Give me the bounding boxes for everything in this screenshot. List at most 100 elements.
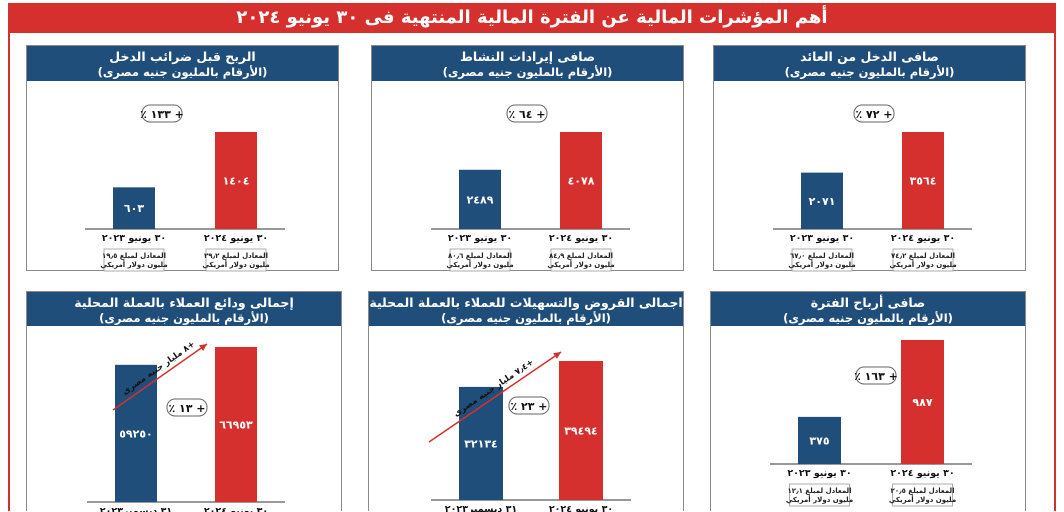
chart-title: اجمالى القروض والتسهيلات للعملاء بالعملة… bbox=[369, 295, 683, 310]
growth-percent: + ١٦٣ ٪ bbox=[854, 370, 898, 383]
usd-equivalent-box bbox=[205, 248, 267, 272]
bar-value-label: ٢٤٨٩ bbox=[467, 193, 494, 206]
usd-equivalent-unit: مليون دولار أمريكي bbox=[889, 495, 956, 504]
usd-equivalent-unit: مليون دولار أمريكي bbox=[100, 260, 167, 269]
usd-equivalent-box bbox=[791, 248, 853, 272]
page-title: أهم المؤشرات المالية عن الفترة المالية ا… bbox=[8, 3, 1056, 33]
usd-equivalent-line: المعادل لمبلغ ٢٠٫٥ bbox=[890, 487, 954, 495]
chart-net-interest-income: صافى الدخل من العائد (الأرقام بالمليون جن… bbox=[713, 45, 1026, 272]
x-tick-label: ٣٠ يونيو ٢٠٢٤ bbox=[204, 506, 268, 512]
bar-value-label: ٣٥٦٤ bbox=[910, 175, 937, 188]
x-tick-label: ٣١ ديسمبر٢٠٢٣ bbox=[445, 504, 517, 512]
bar-current bbox=[902, 132, 944, 229]
growth-badge bbox=[166, 398, 208, 417]
bar-value-label: ٦٦٩٥٣ bbox=[219, 419, 253, 432]
chart-title: صافى أرباح الفترة bbox=[810, 295, 926, 310]
bar-value-label: ٣٢١٣٤ bbox=[464, 437, 498, 450]
bar-value-label: ٢٠٧١ bbox=[809, 195, 836, 208]
chart-title: صافى الدخل من العائد bbox=[800, 49, 939, 64]
growth-badge bbox=[853, 104, 895, 123]
usd-equivalent-unit: مليون دولار أمريكي bbox=[547, 260, 614, 269]
usd-equivalent-unit: مليون دولار أمريكي bbox=[788, 260, 855, 269]
bar-prior bbox=[115, 364, 157, 502]
chart-subtitle: (الأرقام بالمليون جنيه مصرى) bbox=[784, 65, 955, 79]
bar-value-label: ٤٠٧٨ bbox=[568, 175, 595, 188]
chart-title: إجمالى ودائع العملاء بالعملة المحلية bbox=[74, 295, 294, 310]
usd-equivalent-line: المعادل لمبلغ ١٩٫٥ bbox=[102, 252, 166, 260]
chart-title: الربح قبل ضرائب الدخل bbox=[109, 49, 256, 64]
bar-current bbox=[559, 361, 603, 500]
usd-equivalent-box bbox=[449, 248, 511, 272]
growth-percent: + ٢٣ ٪ bbox=[510, 400, 547, 413]
bar-value-label: ١٤٠٤ bbox=[223, 175, 250, 188]
x-tick-label: ٣٠ يونيو ٢٠٢٤ bbox=[890, 468, 954, 479]
usd-equivalent-line: المعادل لمبلغ ٧٤٫٢ bbox=[891, 252, 955, 260]
growth-percent: + ١٣ ٪ bbox=[168, 402, 205, 415]
bar-current bbox=[215, 132, 257, 229]
chart-loans-local-currency: اجمالى القروض والتسهيلات للعملاء بالعملة… bbox=[368, 291, 684, 512]
x-tick-label: ٣٠ يونيو ٢٠٢٤ bbox=[204, 233, 268, 244]
chart-title: صافى إيرادات النشاط bbox=[459, 49, 596, 64]
x-tick-label: ٣٠ يونيو ٢٠٢٣ bbox=[448, 233, 512, 244]
x-tick-label: ٣٠ يونيو ٢٠٢٤ bbox=[891, 233, 955, 244]
x-tick-label: ٣٠ يونيو ٢٠٢٤ bbox=[549, 233, 613, 244]
x-tick-label: ٣٠ يونيو ٢٠٢٣ bbox=[787, 468, 851, 479]
bar-value-label: ٩٨٧ bbox=[912, 396, 932, 409]
x-tick-label: ٣٠ يونيو ٢٠٢٤ bbox=[549, 504, 613, 512]
usd-equivalent-unit: مليون دولار أمريكي bbox=[446, 260, 513, 269]
bar-value-label: ٣٧٥ bbox=[809, 434, 829, 447]
growth-arrow-head bbox=[199, 344, 207, 351]
bar-current bbox=[215, 347, 257, 502]
chart-subtitle: (الأرقام بالمليون جنيه مصرى) bbox=[441, 311, 611, 325]
usd-equivalent-line: المعادل لمبلغ ١٢٫١ bbox=[787, 487, 851, 495]
bar-prior bbox=[459, 169, 501, 229]
chart-net-operating-income: صافى إيرادات النشاط (الأرقام بالمليون جني… bbox=[371, 45, 684, 272]
chart-profit-before-tax: الربح قبل ضرائب الدخل (الأرقام بالمليون ج… bbox=[26, 45, 339, 272]
usd-equivalent-box bbox=[789, 483, 850, 507]
growth-percent: + ١٣٣ ٪ bbox=[140, 108, 184, 121]
usd-equivalent-line: المعادل لمبلغ ٨٠٫٦ bbox=[448, 252, 512, 260]
bar-value-label: ٥٩٢٥٠ bbox=[119, 427, 153, 440]
bar-prior bbox=[798, 416, 841, 464]
usd-equivalent-box bbox=[550, 248, 612, 272]
x-tick-label: ٣١ ديسمبر٢٠٢٣ bbox=[100, 506, 172, 512]
bar-value-label: ٦٠٣ bbox=[124, 202, 144, 215]
chart-svg: ٥٩٢٥٠ ٣١ ديسمبر٢٠٢٣ ٦٦٩٥٣ ٣٠ يونيو ٢٠٢٤ + ١٣… bbox=[87, 339, 285, 512]
usd-equivalent-unit: مليون دولار أمريكي bbox=[202, 260, 269, 269]
bar-value-label: ٣٩٤٩٤ bbox=[564, 425, 598, 438]
growth-arrow bbox=[112, 343, 208, 411]
usd-equivalent-unit: مليون دولار أمريكي bbox=[786, 495, 853, 504]
x-tick-label: ٣٠ يونيو ٢٠٢٣ bbox=[790, 233, 854, 244]
usd-equivalent-unit: مليون دولار أمريكي bbox=[889, 260, 956, 269]
chart-subtitle: (الأرقام بالمليون جنيه مصرى) bbox=[99, 311, 269, 325]
bar-current bbox=[901, 340, 944, 464]
chart-subtitle: (الأرقام بالمليون جنيه مصرى) bbox=[97, 65, 268, 79]
growth-percent: + ٧٢ ٪ bbox=[855, 108, 892, 121]
usd-equivalent-line: المعادل لمبلغ ٦٧٫٠ bbox=[790, 252, 854, 260]
chart-svg: ٣٢١٣٤ ٣١ ديسمبر٢٠٢٣ ٣٩٤٩٤ ٣٠ يونيو ٢٠٢٤ + ٢٣… bbox=[428, 351, 631, 512]
growth-badge bbox=[855, 366, 897, 385]
growth-badge bbox=[506, 104, 548, 123]
usd-equivalent-box bbox=[103, 248, 165, 272]
x-tick-label: ٣٠ يونيو ٢٠٢٣ bbox=[102, 233, 166, 244]
chart-net-profit: صافى أرباح الفترة (الأرقام بالمليون جنيه … bbox=[710, 291, 1026, 511]
usd-equivalent-box bbox=[892, 248, 954, 272]
growth-arrow-head bbox=[553, 352, 561, 359]
usd-equivalent-line: المعادل لمبلغ ٨٤٫٩ bbox=[549, 252, 613, 260]
growth-percent: + ٦٤ ٪ bbox=[508, 108, 545, 121]
bar-current bbox=[560, 132, 602, 229]
chart-deposits-local-currency: إجمالى ودائع العملاء بالعملة المحلية (الأ… bbox=[26, 291, 342, 512]
growth-badge bbox=[141, 104, 183, 123]
growth-arrow bbox=[428, 351, 562, 443]
growth-badge bbox=[508, 396, 550, 415]
chart-subtitle: (الأرقام بالمليون جنيه مصرى) bbox=[442, 65, 613, 79]
bar-prior bbox=[801, 172, 843, 229]
chart-subtitle: (الأرقام بالمليون جنيه مصرى) bbox=[783, 311, 953, 325]
bar-prior bbox=[113, 187, 155, 229]
usd-equivalent-line: المعادل لمبلغ ٢٩٫٢ bbox=[204, 252, 268, 260]
usd-equivalent-box bbox=[892, 483, 953, 507]
